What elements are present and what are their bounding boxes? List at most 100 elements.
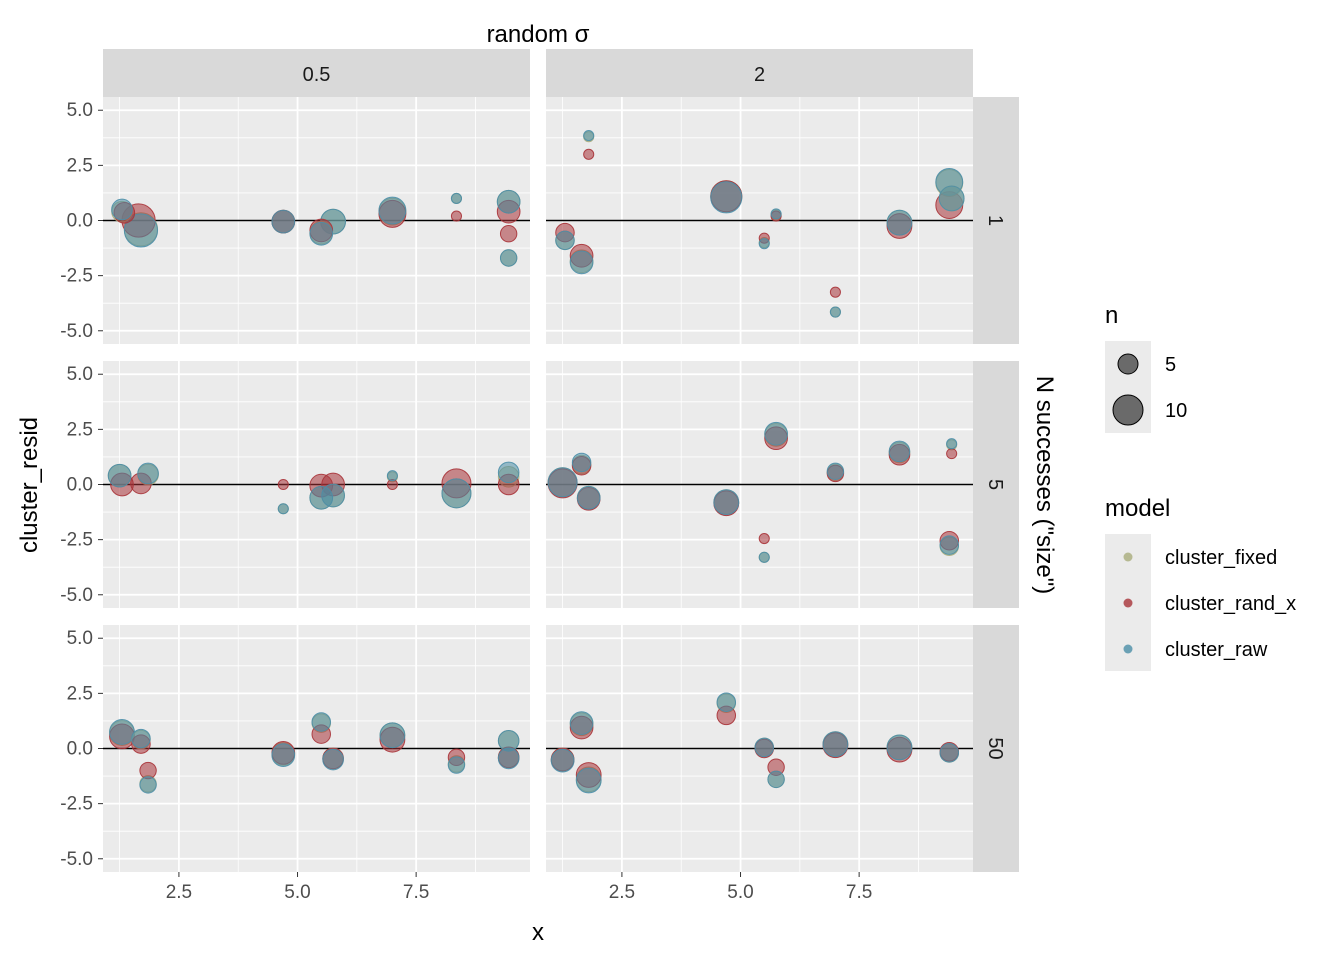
point-cluster_rand_x bbox=[499, 225, 518, 243]
row-strip-label: 1 bbox=[984, 215, 1006, 226]
point-cluster_raw bbox=[710, 181, 743, 214]
row-facet-title: N successes ("size") bbox=[1031, 376, 1058, 594]
x-tick-label: 7.5 bbox=[846, 882, 872, 903]
point-cluster_raw bbox=[826, 462, 845, 480]
point-cluster_raw bbox=[569, 250, 594, 275]
point-cluster_raw bbox=[946, 438, 958, 450]
point-cluster_raw bbox=[939, 535, 960, 555]
point-cluster_raw bbox=[277, 503, 289, 515]
size-legend-key-small bbox=[1117, 353, 1139, 375]
model-legend-title: model bbox=[1105, 495, 1170, 522]
point-cluster_rand_x bbox=[829, 286, 841, 298]
point-cluster_raw bbox=[770, 208, 782, 220]
y-tick-label: -5.0 bbox=[60, 849, 93, 870]
x-tick-label: 5.0 bbox=[727, 882, 753, 903]
row-strip-0 bbox=[973, 97, 1019, 344]
y-axis-title: cluster_resid bbox=[16, 417, 43, 553]
point-cluster_raw bbox=[767, 770, 785, 789]
point-cluster_raw bbox=[497, 461, 520, 484]
y-tick-label: -2.5 bbox=[60, 794, 93, 815]
point-cluster_raw bbox=[569, 711, 594, 735]
point-cluster_raw bbox=[571, 452, 592, 473]
point-cluster_raw bbox=[583, 130, 595, 142]
panel-50-0.5 bbox=[103, 625, 530, 872]
point-cluster_raw bbox=[764, 421, 788, 446]
point-cluster_raw bbox=[386, 470, 398, 482]
point-cluster_raw bbox=[309, 221, 334, 246]
point-cluster_raw bbox=[550, 748, 575, 773]
col-strip-1 bbox=[546, 49, 973, 97]
size-legend-title: n bbox=[1105, 302, 1118, 329]
point-cluster_raw bbox=[447, 756, 466, 774]
point-cluster_rand_x bbox=[583, 148, 595, 160]
col-strip-0 bbox=[103, 49, 530, 97]
y-tick-label: 2.5 bbox=[67, 419, 93, 440]
point-cluster_raw bbox=[886, 734, 913, 761]
point-cluster_raw bbox=[758, 238, 770, 250]
point-cluster_raw bbox=[758, 551, 770, 563]
point-cluster_raw bbox=[378, 196, 407, 225]
point-cluster_rand_x bbox=[277, 478, 289, 491]
legend: n 5 10 model cluster_fixed cluster_rand_… bbox=[1105, 302, 1296, 671]
model-legend-key-cluster-rand-x bbox=[1123, 598, 1133, 608]
y-tick-label: 0.0 bbox=[67, 739, 93, 760]
point-cluster_raw bbox=[137, 462, 159, 485]
point-cluster_raw bbox=[111, 198, 133, 221]
point-cluster_raw bbox=[496, 189, 521, 214]
model-legend-key-cluster-raw bbox=[1123, 644, 1133, 654]
point-cluster_raw bbox=[107, 463, 132, 488]
point-cluster_raw bbox=[131, 728, 151, 749]
point-cluster_raw bbox=[123, 213, 159, 248]
col-strip-label: 2 bbox=[754, 64, 765, 86]
point-cluster_raw bbox=[713, 489, 740, 516]
point-cluster_raw bbox=[716, 692, 737, 712]
y-tick-label: -5.0 bbox=[60, 321, 93, 342]
model-legend-label-cluster-raw: cluster_raw bbox=[1165, 639, 1268, 661]
point-cluster_raw bbox=[754, 737, 774, 758]
y-tick-label: 5.0 bbox=[67, 100, 93, 121]
y-tick-label: -5.0 bbox=[60, 585, 93, 606]
model-legend-label-cluster-rand-x: cluster_rand_x bbox=[1165, 593, 1296, 615]
x-axis-title: x bbox=[532, 919, 544, 946]
size-legend-label-10: 10 bbox=[1165, 400, 1187, 422]
row-strip-label: 5 bbox=[984, 479, 1006, 490]
size-legend-key-large bbox=[1112, 394, 1144, 426]
x-tick-label: 5.0 bbox=[284, 882, 310, 903]
point-cluster_raw bbox=[311, 712, 331, 732]
y-tick-label: 0.0 bbox=[67, 475, 93, 496]
point-cluster_raw bbox=[939, 743, 960, 763]
point-cluster_raw bbox=[576, 485, 601, 510]
point-cluster_raw bbox=[497, 747, 520, 770]
panel-5-2 bbox=[546, 361, 973, 608]
y-tick-label: 5.0 bbox=[67, 628, 93, 649]
model-legend-label-cluster-fixed: cluster_fixed bbox=[1165, 547, 1277, 569]
row-strip-label: 50 bbox=[984, 737, 1006, 759]
point-cluster_raw bbox=[271, 743, 296, 767]
y-tick-label: 2.5 bbox=[67, 683, 93, 704]
row-strip-1 bbox=[973, 361, 1019, 608]
col-facet-title: random σ bbox=[487, 21, 590, 48]
size-legend-label-5: 5 bbox=[1165, 354, 1176, 376]
point-cluster_raw bbox=[886, 209, 913, 236]
y-tick-label: 2.5 bbox=[67, 155, 93, 176]
point-cluster_raw bbox=[499, 249, 518, 267]
point-cluster_raw bbox=[109, 719, 135, 745]
point-cluster_rand_x bbox=[758, 532, 770, 545]
point-cluster_raw bbox=[139, 776, 157, 794]
y-tick-label: -2.5 bbox=[60, 530, 93, 551]
point-cluster_raw bbox=[450, 192, 463, 204]
row-strip-2 bbox=[973, 625, 1019, 872]
data-points bbox=[107, 130, 965, 794]
point-cluster_raw bbox=[379, 722, 406, 749]
y-tick-label: 0.0 bbox=[67, 211, 93, 232]
point-cluster_raw bbox=[888, 440, 911, 463]
facet-panels: 0.5 2 1 5 50 -5.0 -2.5 0.0 2.5 5.0 -5.0 -2.5 0.0 2.5 5… bbox=[60, 49, 1019, 903]
point-cluster_raw bbox=[547, 467, 578, 498]
x-tick-label: 7.5 bbox=[403, 882, 429, 903]
point-cluster_rand_x bbox=[450, 210, 463, 222]
point-cluster_raw bbox=[271, 209, 296, 234]
point-cluster_raw bbox=[441, 478, 472, 509]
model-legend-key-cluster-fixed bbox=[1123, 552, 1133, 562]
point-cluster_raw bbox=[321, 483, 345, 508]
